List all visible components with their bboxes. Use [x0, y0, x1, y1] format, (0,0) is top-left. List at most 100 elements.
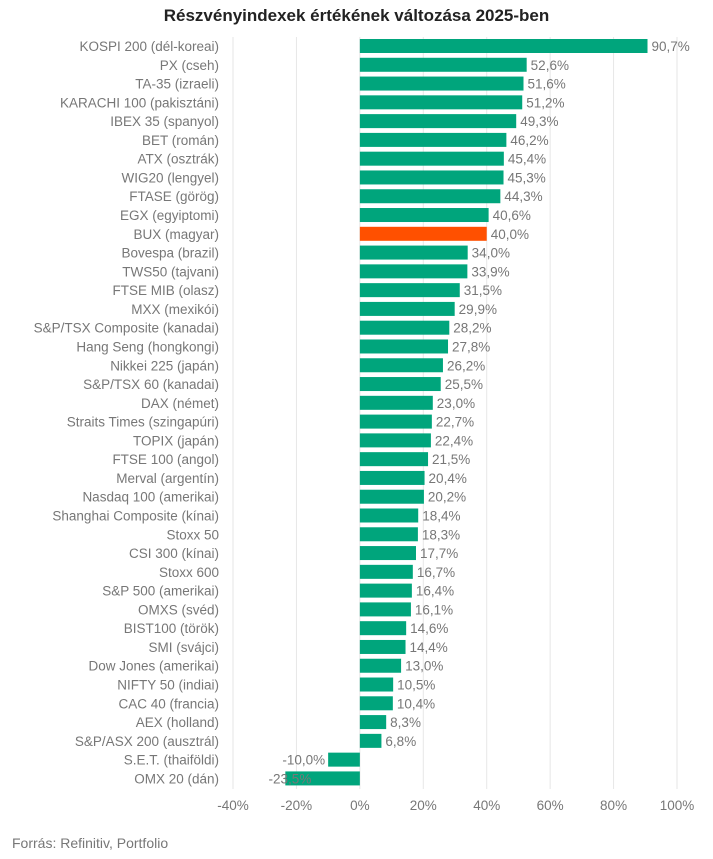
bar	[359, 132, 507, 147]
data-label: 27,8%	[452, 339, 490, 354]
data-label: 46,2%	[510, 133, 548, 148]
category-label: DAX (német)	[141, 396, 219, 411]
data-label: 40,0%	[491, 227, 529, 242]
category-label: BIST100 (török)	[124, 621, 219, 636]
data-label: 49,3%	[520, 114, 558, 129]
x-tick-label: 20%	[410, 798, 437, 813]
category-label: WIG20 (lengyel)	[121, 170, 219, 185]
category-label: BUX (magyar)	[133, 227, 219, 242]
data-label: 22,4%	[435, 433, 473, 448]
bar	[359, 564, 413, 579]
bar	[359, 95, 523, 110]
category-label: Shanghai Composite (kínai)	[52, 509, 219, 524]
category-label: S&P 500 (amerikai)	[102, 584, 219, 599]
category-label: S.E.T. (thaiföldi)	[124, 753, 219, 768]
bar	[359, 226, 487, 241]
category-label: Nasdaq 100 (amerikai)	[82, 490, 219, 505]
data-label: 21,5%	[432, 452, 470, 467]
bar	[359, 283, 460, 298]
data-label: 22,7%	[436, 415, 474, 430]
data-label: 10,5%	[397, 678, 435, 693]
category-label: KOSPI 200 (dél-koreai)	[79, 39, 219, 54]
category-label: NIFTY 50 (indiai)	[117, 678, 219, 693]
bar	[359, 508, 419, 523]
bar	[359, 452, 429, 467]
data-label: 34,0%	[472, 246, 510, 261]
data-label: 18,4%	[422, 509, 460, 524]
category-label: Straits Times (szingapúri)	[67, 415, 219, 430]
data-label: 16,7%	[417, 565, 455, 580]
bar	[359, 170, 504, 185]
source-note: Forrás: Refinitiv, Portfolio	[12, 835, 169, 851]
bar	[359, 57, 527, 72]
bar	[359, 395, 433, 410]
bar	[328, 752, 360, 767]
bar	[359, 358, 443, 373]
category-label: Stoxx 600	[159, 565, 219, 580]
bar	[285, 771, 360, 786]
bar	[359, 583, 412, 598]
category-label: FTSE 100 (angol)	[112, 452, 219, 467]
data-label: 45,4%	[508, 152, 546, 167]
bar	[359, 301, 455, 316]
bar	[359, 621, 407, 636]
data-label: 17,7%	[420, 546, 458, 561]
category-label: CAC 40 (francia)	[118, 696, 219, 711]
category-label: Hang Seng (hongkongi)	[76, 339, 219, 354]
data-label: 33,9%	[471, 264, 509, 279]
category-label: PX (cseh)	[160, 58, 219, 73]
bar	[359, 733, 382, 748]
category-label: BET (román)	[142, 133, 219, 148]
category-label: EGX (egyiptomi)	[120, 208, 219, 223]
category-label: Bovespa (brazil)	[121, 246, 219, 261]
data-label: 51,6%	[528, 77, 566, 92]
category-label: ATX (osztrák)	[137, 152, 219, 167]
bar	[359, 339, 449, 354]
data-label: 14,4%	[410, 640, 448, 655]
bar	[359, 114, 517, 129]
data-label: 31,5%	[464, 283, 502, 298]
data-label: 45,3%	[508, 170, 546, 185]
bar	[359, 527, 418, 542]
data-label: -10,0%	[282, 753, 325, 768]
bar	[359, 189, 501, 204]
data-label: 40,6%	[493, 208, 531, 223]
category-label: FTSE MIB (olasz)	[112, 283, 219, 298]
data-label: 26,2%	[447, 358, 485, 373]
category-label: TWS50 (tajvani)	[122, 264, 219, 279]
data-label: 16,4%	[416, 584, 454, 599]
bar	[359, 320, 450, 335]
category-label: Nikkei 225 (japán)	[110, 358, 219, 373]
bar	[359, 696, 393, 711]
category-label: S&P/TSX 60 (kanadai)	[83, 377, 219, 392]
bar	[359, 208, 489, 223]
category-label: IBEX 35 (spanyol)	[110, 114, 219, 129]
data-label: 44,3%	[504, 189, 542, 204]
category-label: CSI 300 (kínai)	[129, 546, 219, 561]
data-label: 25,5%	[445, 377, 483, 392]
category-label: KARACHI 100 (pakisztáni)	[60, 95, 219, 110]
bar	[359, 546, 416, 561]
category-label: SMI (svájci)	[149, 640, 220, 655]
data-label: 16,1%	[415, 602, 453, 617]
data-label: 20,4%	[429, 471, 467, 486]
category-label: Stoxx 50	[166, 527, 219, 542]
data-label: 6,8%	[385, 734, 416, 749]
data-label: 29,9%	[459, 302, 497, 317]
bar	[359, 264, 468, 279]
data-label: 10,4%	[397, 696, 435, 711]
category-label: OMX 20 (dán)	[134, 771, 219, 786]
x-tick-label: 0%	[350, 798, 370, 813]
data-label: 14,6%	[410, 621, 448, 636]
bar	[359, 76, 524, 91]
bar	[359, 470, 425, 485]
category-label: FTASE (görög)	[129, 189, 219, 204]
category-label: Dow Jones (amerikai)	[88, 659, 219, 674]
data-label: -23,5%	[269, 771, 312, 786]
category-label: MXX (mexikói)	[131, 302, 219, 317]
bar	[359, 677, 394, 692]
bar	[359, 414, 432, 429]
category-label: Merval (argentín)	[116, 471, 219, 486]
data-label: 51,2%	[526, 95, 564, 110]
